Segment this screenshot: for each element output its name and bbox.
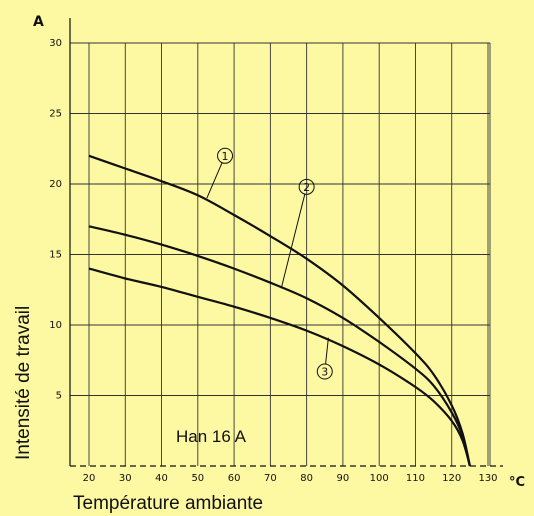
y-axis-title: Intensité de travail (13, 306, 34, 460)
x-tick-label: 40 (155, 473, 168, 484)
marker-circle-2 (298, 178, 315, 195)
x-axis-unit: °C (509, 475, 525, 490)
y-tick-label: 15 (49, 250, 62, 261)
series-line-1 (88, 154, 471, 467)
y-axis-unit: A (33, 14, 44, 30)
x-tick-label: 70 (264, 473, 277, 484)
series-layer (88, 154, 471, 467)
chart-annotation: Han 16 A (176, 427, 247, 446)
marker-leader-2 (280, 193, 306, 289)
marker-circle-1 (217, 147, 234, 164)
x-tick-label: 120 (442, 473, 461, 484)
x-tick-label: 100 (370, 473, 389, 484)
x-tick-label: 50 (191, 473, 204, 484)
x-tick-label: 60 (228, 473, 241, 484)
marker-layer: 1 2 3 (206, 147, 333, 380)
axis-layer: 20 30 40 50 60 70 80 90 100 110 120 130 5 10 15 20 25 30 (49, 18, 503, 484)
series-line-2 (88, 225, 471, 467)
grid-layer (70, 42, 491, 466)
x-tick-label: 90 (337, 473, 350, 484)
x-tick-label: 110 (406, 473, 425, 484)
y-tick-label: 30 (49, 38, 62, 49)
marker-leader-1 (206, 162, 223, 199)
marker-label-2: 2 (303, 181, 310, 194)
x-tick-label: 20 (83, 473, 96, 484)
x-tick-label: 130 (478, 473, 497, 484)
marker-label-1: 1 (222, 150, 229, 163)
x-axis-title: Température ambiante (73, 493, 263, 514)
y-tick-label: 10 (49, 320, 62, 331)
marker-leader-3 (325, 337, 329, 365)
series-line-3 (88, 267, 471, 467)
y-tick-label: 20 (49, 179, 62, 190)
marker-circle-3 (316, 363, 333, 380)
y-tick-label: 25 (49, 109, 62, 120)
marker-label-3: 3 (321, 366, 328, 379)
x-tick-label: 30 (119, 473, 132, 484)
x-tick-label: 80 (300, 473, 313, 484)
y-tick-label: 5 (56, 391, 62, 402)
